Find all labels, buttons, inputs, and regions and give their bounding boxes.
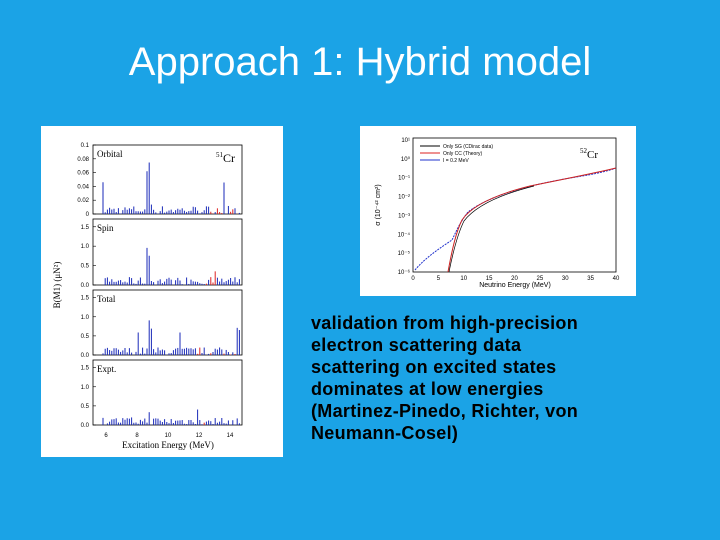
y-axis-label: B(M1) (μN²) — [52, 262, 62, 309]
x-tick-label: 0 — [411, 276, 415, 282]
x-tick-label: 15 — [486, 276, 493, 282]
y-tick-label: 0.08 — [77, 157, 89, 163]
x-tick-label: 35 — [587, 276, 594, 282]
legend-label: Only CC (Theory) — [443, 151, 483, 157]
y-tick-label: 0.1 — [81, 143, 90, 149]
x-tick-label: 6 — [104, 433, 108, 439]
body-line: dominates at low energies — [311, 379, 544, 399]
body-line: Neumann-Cosel) — [311, 423, 459, 443]
panel-frame — [92, 359, 243, 426]
curve-red — [447, 167, 617, 273]
y-tick-label: 1.0 — [81, 244, 90, 250]
panel-label: Expt. — [97, 364, 116, 374]
y-tick-label: 10¹ — [401, 138, 410, 144]
y-tick-label: 0.5 — [81, 404, 90, 410]
mass-number: 52 — [580, 147, 588, 155]
y-tick-label: 1.0 — [81, 315, 90, 321]
y-tick-label: 10⁻⁶ — [398, 269, 411, 276]
mass-number: 51 — [216, 151, 224, 159]
y-tick-label: 1.5 — [81, 366, 90, 372]
body-line: validation from high-precision — [311, 313, 579, 333]
slide-title: Approach 1: Hybrid model — [128, 40, 592, 84]
left-figure: B(M1) (μN²) Excitation Energy (MeV) 51Cr… — [41, 126, 283, 457]
y-tick-label: 0.02 — [77, 198, 89, 204]
y-axis-label: σ (10⁻⁴² cm²) — [375, 184, 382, 225]
y-tick-label: 1.5 — [81, 296, 90, 302]
y-tick-label: 0.0 — [81, 283, 90, 289]
y-tick-label: 0.04 — [77, 184, 89, 190]
nucleus-label: 52Cr — [580, 147, 598, 161]
y-tick-label: 10⁻¹ — [398, 176, 410, 182]
body-text: validation from high-precision electron s… — [311, 312, 711, 444]
panel-label: Spin — [97, 223, 114, 233]
y-tick-label: 1.5 — [81, 225, 90, 231]
panel-label: Total — [97, 294, 116, 304]
y-tick-label: 0.5 — [81, 264, 90, 270]
legend-label: Only SG (CDirac data) — [443, 144, 493, 150]
x-tick-label: 10 — [165, 433, 172, 439]
plot-frame — [412, 137, 617, 273]
y-tick-label: 0.0 — [81, 353, 90, 359]
curve-black — [448, 185, 535, 273]
y-tick-label: 10⁰ — [401, 156, 411, 163]
x-tick-label: 8 — [135, 433, 139, 439]
y-tick-label: 10⁻² — [398, 195, 410, 201]
right-figure: Neutrino Energy (MeV) σ (10⁻⁴² cm²) 52Cr… — [360, 126, 636, 296]
x-axis-label: Neutrino Energy (MeV) — [479, 282, 551, 289]
y-tick-label: 10⁻⁴ — [398, 231, 411, 238]
x-tick-label: 5 — [437, 276, 441, 282]
x-tick-label: 10 — [460, 276, 467, 282]
figure-background — [360, 126, 636, 296]
legend-label: I = 0.2 MeV — [443, 158, 469, 164]
x-tick-label: 40 — [613, 276, 620, 282]
element: Cr — [587, 149, 598, 161]
x-tick-label: 20 — [511, 276, 518, 282]
figure-background — [41, 126, 283, 457]
x-axis-label: Excitation Energy (MeV) — [122, 440, 214, 450]
panel-label: Orbital — [97, 149, 123, 159]
panel-frame — [92, 218, 243, 286]
y-tick-label: 1.0 — [81, 385, 90, 391]
body-line: (Martinez-Pinedo, Richter, von — [311, 401, 579, 421]
body-line: scattering on excited states — [311, 357, 557, 377]
x-tick-label: 30 — [562, 276, 569, 282]
element: Cr — [223, 151, 235, 165]
panel-frame — [92, 144, 243, 215]
y-tick-label: 0.06 — [77, 171, 89, 177]
x-tick-label: 14 — [227, 433, 234, 439]
x-tick-label: 12 — [196, 433, 203, 439]
nucleus-label: 51Cr — [216, 151, 235, 165]
y-tick-label: 0.0 — [81, 423, 90, 429]
body-line: electron scattering data — [311, 335, 522, 355]
panel-frame — [92, 289, 243, 356]
x-tick-label: 25 — [537, 276, 544, 282]
y-tick-label: 10⁻³ — [398, 213, 410, 219]
y-tick-label: 0.5 — [81, 334, 90, 340]
y-tick-label: 10⁻⁵ — [398, 250, 411, 257]
y-tick-label: 0 — [86, 212, 90, 218]
